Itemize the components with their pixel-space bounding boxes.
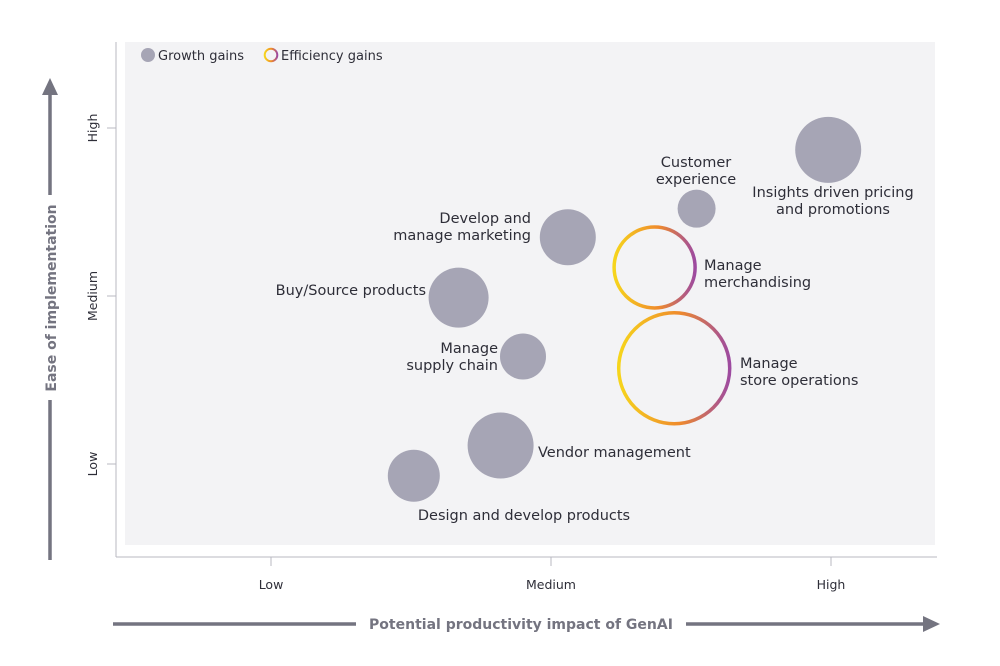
x-tick-label: Low (259, 577, 284, 592)
growth-bubble (500, 333, 546, 380)
efficiency-bubble (612, 225, 697, 310)
bubble-label-line: and promotions (776, 202, 890, 218)
bubble-label-line: manage marketing (393, 228, 531, 244)
growth-bubble (539, 209, 596, 266)
bubble-label: Manage store operations (740, 356, 858, 389)
bubble-label: Insights driven pricing and promotions (752, 185, 913, 218)
bubble-label-line: Manage (704, 258, 762, 274)
growth-bubble (387, 449, 440, 502)
x-axis-title: Potential productivity impact of GenAI (369, 617, 673, 633)
plot-background (125, 42, 935, 545)
growth-bubble (677, 189, 716, 228)
legend-growth-swatch (141, 48, 155, 62)
bubble-label-line: experience (656, 172, 736, 188)
bubble-label: Vendor management (538, 445, 691, 461)
growth-bubble (428, 267, 489, 328)
y-tick-label: High (85, 114, 100, 143)
bubble-label-line: store operations (740, 373, 858, 389)
bubble-label-line: Develop and (439, 211, 531, 227)
growth-bubble (795, 116, 862, 183)
bubble-label-line: Insights driven pricing (752, 185, 913, 201)
y-axis-arrow (42, 78, 58, 560)
legend-efficiency-label: Efficiency gains (281, 49, 383, 64)
legend-efficiency-swatch (263, 47, 279, 63)
y-tick-label: Medium (85, 271, 100, 321)
bubble-label: Develop and manage marketing (393, 211, 531, 244)
bubble-label-line: Buy/Source products (276, 283, 426, 299)
x-axis-arrow (113, 616, 940, 632)
bubble-label: Customer experience (656, 155, 736, 188)
x-tick-label: Medium (526, 577, 576, 592)
x-tick-label: High (817, 577, 846, 592)
bubble-label: Buy/Source products (276, 283, 426, 299)
legend: Growth gains Efficiency gains (141, 47, 383, 64)
legend-growth-label: Growth gains (158, 49, 244, 64)
bubble-label-line: Customer (661, 155, 731, 171)
bubble-label-line: supply chain (406, 358, 498, 374)
bubble-label: Manage supply chain (406, 341, 498, 374)
y-axis-title: Ease of implementation (44, 204, 60, 391)
bubble-label-line: Manage (440, 341, 498, 357)
efficiency-bubble (616, 310, 732, 426)
y-tick-label: Low (85, 452, 100, 477)
bubble-label: Manage merchandising (704, 258, 811, 291)
bubble-label-line: merchandising (704, 275, 811, 291)
bubble-label-line: Design and develop products (418, 508, 630, 524)
growth-bubble (467, 412, 534, 479)
bubble-label: Design and develop products (418, 508, 630, 524)
bubble-label-line: Manage (740, 356, 798, 372)
bubble-label-line: Vendor management (538, 445, 691, 461)
